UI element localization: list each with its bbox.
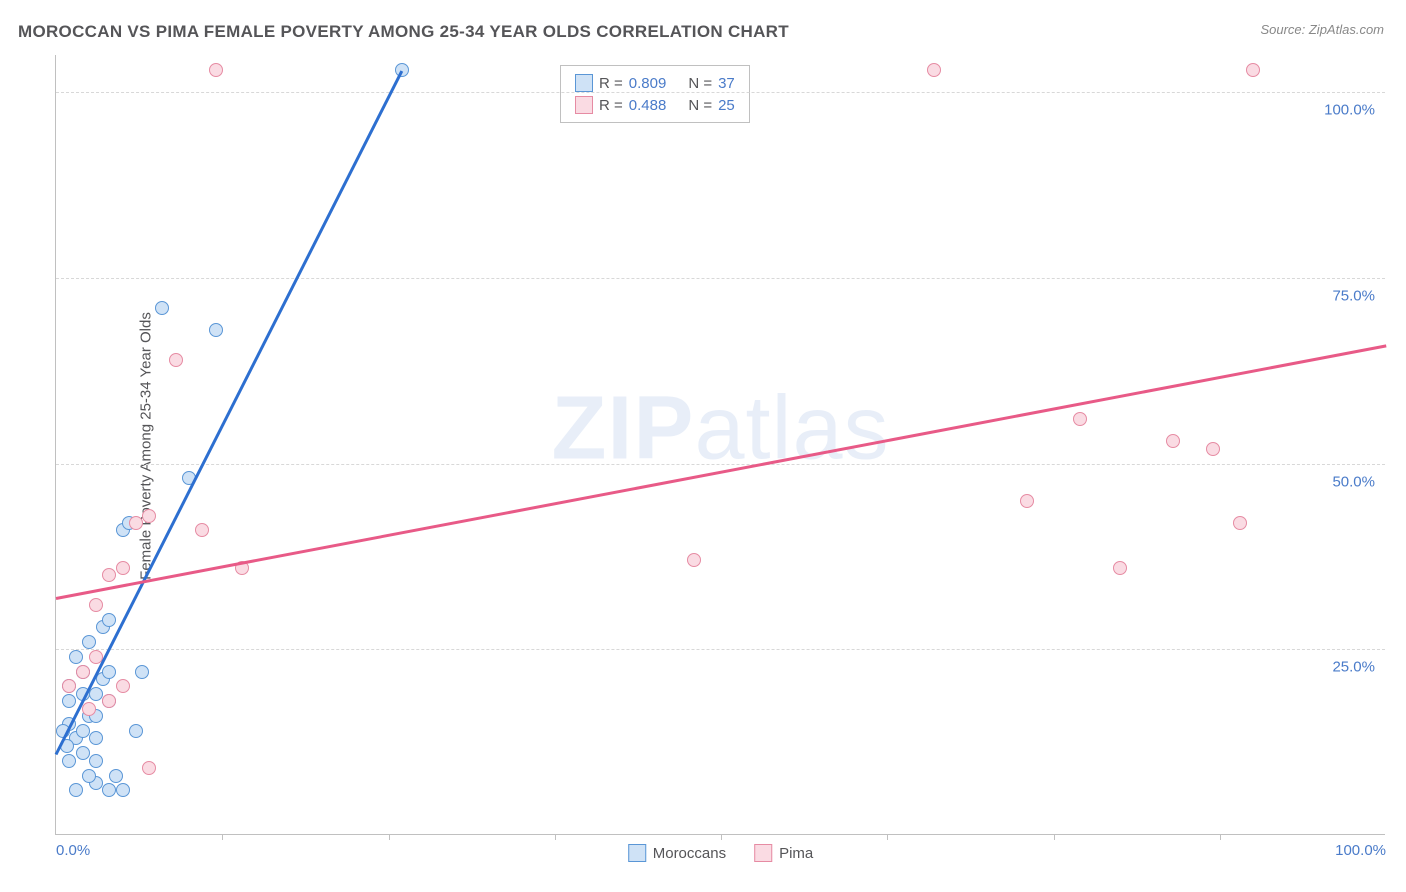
chart-container: MOROCCAN VS PIMA FEMALE POVERTY AMONG 25…	[0, 0, 1406, 892]
scatter-point	[102, 613, 116, 627]
scatter-point	[927, 63, 941, 77]
scatter-point	[82, 635, 96, 649]
stats-legend-box: R = 0.809 N = 37 R = 0.488 N = 25	[560, 65, 750, 123]
scatter-point	[89, 598, 103, 612]
scatter-point	[62, 694, 76, 708]
series-name-0: Moroccans	[653, 845, 726, 862]
scatter-point	[687, 553, 701, 567]
scatter-point	[109, 769, 123, 783]
series-legend: Moroccans Pima	[628, 844, 814, 862]
x-tick-mark	[1054, 834, 1055, 840]
series-legend-item: Pima	[754, 844, 813, 862]
scatter-point	[62, 679, 76, 693]
x-tick-mark	[721, 834, 722, 840]
series-legend-item: Moroccans	[628, 844, 726, 862]
scatter-point	[1166, 434, 1180, 448]
scatter-point	[1020, 494, 1034, 508]
scatter-point	[89, 731, 103, 745]
y-tick-label: 100.0%	[1324, 102, 1375, 119]
stats-legend-row: R = 0.488 N = 25	[575, 94, 735, 116]
source-label: Source: ZipAtlas.com	[1260, 22, 1384, 37]
x-tick-mark	[887, 834, 888, 840]
r-label: R =	[599, 97, 623, 114]
scatter-point	[82, 769, 96, 783]
x-tick-mark	[1220, 834, 1221, 840]
scatter-point	[1233, 516, 1247, 530]
n-label: N =	[688, 97, 712, 114]
legend-swatch-pima	[575, 96, 593, 114]
gridline	[56, 649, 1385, 650]
series-name-1: Pima	[779, 845, 813, 862]
r-value-0: 0.809	[629, 75, 667, 92]
chart-title: MOROCCAN VS PIMA FEMALE POVERTY AMONG 25…	[18, 22, 789, 42]
scatter-point	[69, 650, 83, 664]
scatter-point	[76, 724, 90, 738]
scatter-point	[142, 509, 156, 523]
x-tick-label: 0.0%	[56, 842, 90, 859]
y-tick-label: 50.0%	[1332, 473, 1375, 490]
x-tick-mark	[389, 834, 390, 840]
n-value-0: 37	[718, 75, 735, 92]
legend-swatch-moroccans	[575, 74, 593, 92]
gridline	[56, 92, 1385, 93]
scatter-point	[116, 783, 130, 797]
scatter-point	[76, 665, 90, 679]
scatter-point	[1206, 442, 1220, 456]
scatter-point	[116, 679, 130, 693]
plot-area: ZIPatlas R = 0.809 N = 37 R = 0.488 N = …	[55, 55, 1385, 835]
legend-swatch-pima	[754, 844, 772, 862]
legend-swatch-moroccans	[628, 844, 646, 862]
scatter-point	[82, 702, 96, 716]
scatter-point	[135, 665, 149, 679]
scatter-point	[89, 754, 103, 768]
n-label: N =	[688, 75, 712, 92]
scatter-point	[89, 687, 103, 701]
gridline	[56, 464, 1385, 465]
x-tick-label: 100.0%	[1335, 842, 1386, 859]
scatter-point	[142, 761, 156, 775]
scatter-point	[76, 746, 90, 760]
scatter-point	[102, 783, 116, 797]
x-tick-mark	[555, 834, 556, 840]
scatter-point	[195, 523, 209, 537]
y-tick-label: 25.0%	[1332, 659, 1375, 676]
scatter-point	[209, 63, 223, 77]
scatter-point	[155, 301, 169, 315]
scatter-point	[102, 694, 116, 708]
gridline	[56, 278, 1385, 279]
scatter-point	[116, 561, 130, 575]
scatter-point	[1073, 412, 1087, 426]
trend-line	[56, 345, 1387, 601]
watermark: ZIPatlas	[551, 377, 889, 480]
scatter-point	[169, 353, 183, 367]
r-label: R =	[599, 75, 623, 92]
scatter-point	[62, 754, 76, 768]
r-value-1: 0.488	[629, 97, 667, 114]
scatter-point	[69, 783, 83, 797]
stats-legend-row: R = 0.809 N = 37	[575, 72, 735, 94]
y-tick-label: 75.0%	[1332, 287, 1375, 304]
scatter-point	[1113, 561, 1127, 575]
x-tick-mark	[222, 834, 223, 840]
scatter-point	[209, 323, 223, 337]
scatter-point	[129, 724, 143, 738]
scatter-point	[102, 665, 116, 679]
scatter-point	[102, 568, 116, 582]
scatter-point	[129, 516, 143, 530]
trend-line	[55, 71, 403, 756]
n-value-1: 25	[718, 97, 735, 114]
scatter-point	[1246, 63, 1260, 77]
